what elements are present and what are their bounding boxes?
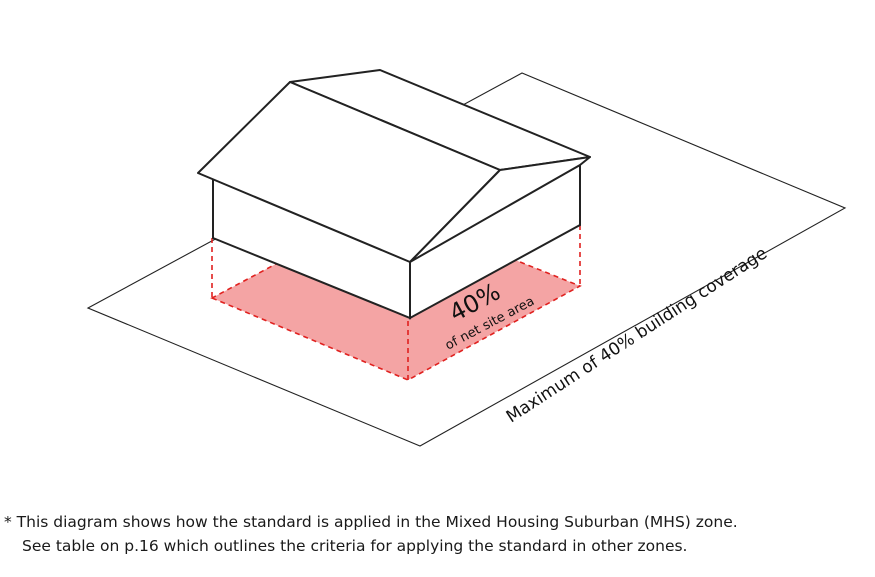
footnote: * This diagram shows how the standard is… bbox=[4, 510, 869, 558]
building-coverage-diagram: 40% of net site area Maximum of 40% buil… bbox=[86, 69, 847, 447]
site-coverage-caption: Maximum of 40% building coverage bbox=[503, 243, 771, 427]
footnote-line-2: See table on p.16 which outlines the cri… bbox=[22, 537, 688, 555]
roof-right-slope bbox=[409, 156, 591, 263]
footnote-line-1: * This diagram shows how the standard is… bbox=[4, 513, 738, 531]
